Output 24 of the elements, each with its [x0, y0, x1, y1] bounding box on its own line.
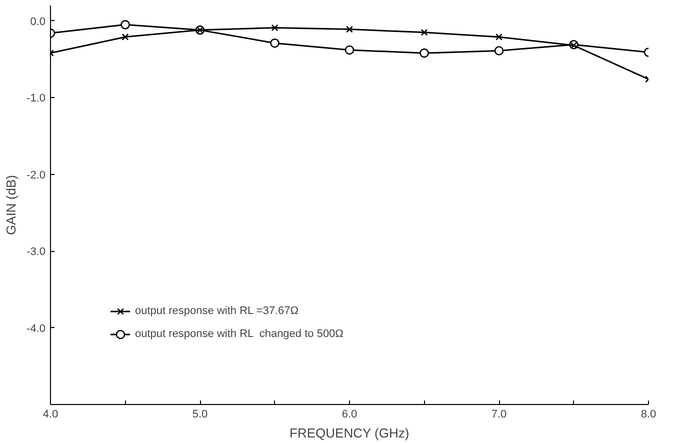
y-tick-label: -3.0 [26, 246, 46, 258]
x-tick-label: 5.0 [192, 408, 208, 420]
point [494, 46, 504, 56]
point [420, 28, 428, 36]
legend-label: output response with RL changed to 500Ω [135, 328, 344, 340]
point [420, 48, 429, 58]
y-axis-title: GAIN (dB) [4, 175, 19, 235]
x-tick-label: 6.0 [342, 408, 358, 420]
x-axis-title: FREQUENCY (GHz) [290, 426, 410, 440]
x-tick-label: 8.0 [640, 408, 656, 420]
y-tick-label: 0.0 [30, 16, 46, 28]
point [120, 20, 130, 30]
legend-label: output response with RL =37.67Ω [135, 305, 298, 317]
y-tick-label: -4.0 [26, 322, 46, 335]
point [496, 33, 502, 40]
point [122, 33, 129, 40]
y-tick-label: -2.0 [26, 169, 46, 182]
point [344, 45, 354, 55]
x-tick-label: 7.0 [491, 408, 507, 420]
point [346, 26, 353, 33]
point [270, 38, 280, 48]
point [271, 24, 278, 32]
y-tick-label: -1.0 [26, 92, 46, 105]
x-tick-label: 4.0 [42, 408, 58, 420]
